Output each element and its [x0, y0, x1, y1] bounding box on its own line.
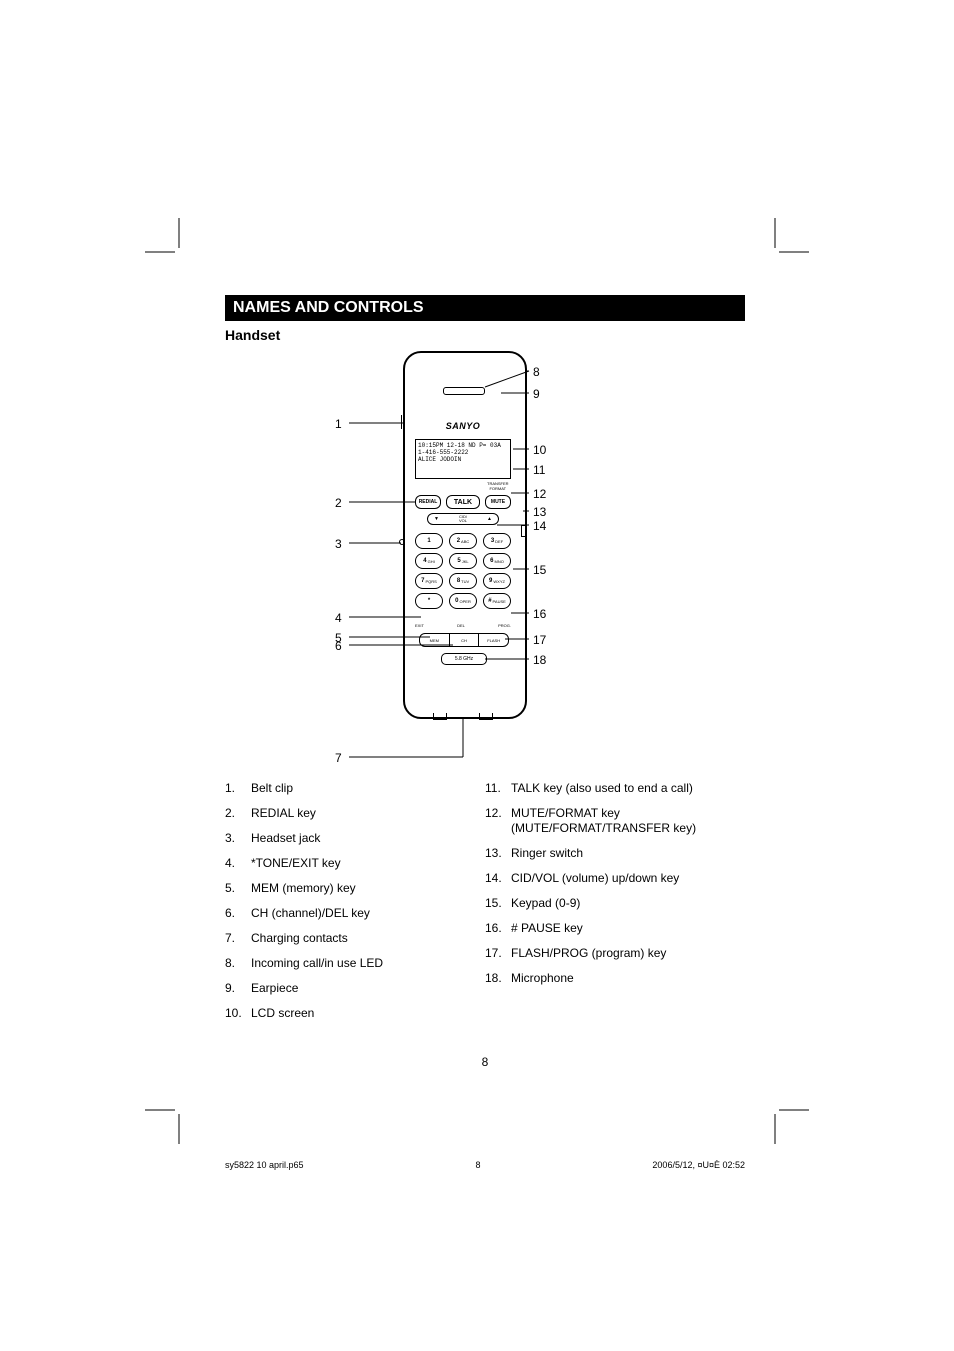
- list-item: 2.REDIAL key: [225, 806, 485, 821]
- list-item: 17.FLASH/PROG (program) key: [485, 946, 745, 961]
- led-slot: [443, 387, 485, 395]
- list-item: 13.Ringer switch: [485, 846, 745, 861]
- footer: sy5822 10 april.p65 8 2006/5/12, ¤U¤È 02…: [225, 1160, 745, 1170]
- key-3[interactable]: 3DEF: [483, 533, 511, 549]
- vol-down[interactable]: ▼: [434, 516, 439, 522]
- list-item: 10.LCD screen: [225, 1006, 485, 1021]
- headset-jack: [399, 539, 405, 545]
- callout-16: 16: [533, 607, 546, 621]
- key-5[interactable]: 5JKL: [449, 553, 477, 569]
- key-8[interactable]: 8TUV: [449, 573, 477, 589]
- callout-1: 1: [335, 417, 342, 431]
- list-item: 3.Headset jack: [225, 831, 485, 846]
- callout-12: 12: [533, 487, 546, 501]
- mem-button[interactable]: MEM: [420, 634, 450, 646]
- callout-15: 15: [533, 563, 546, 577]
- footer-page: 8: [475, 1160, 480, 1170]
- list-left: 1.Belt clip 2.REDIAL key 3.Headset jack 4.*…: [225, 781, 485, 1031]
- callout-4: 4: [335, 611, 342, 625]
- list-item: 6.CH (channel)/DEL key: [225, 906, 485, 921]
- key-2[interactable]: 2ABC: [449, 533, 477, 549]
- page-number: 8: [225, 1055, 745, 1069]
- list-item: 16.# PAUSE key: [485, 921, 745, 936]
- flash-button[interactable]: FLASH: [479, 634, 508, 646]
- callout-13: 13: [533, 505, 546, 519]
- section-title: NAMES AND CONTROLS: [225, 295, 745, 321]
- list-item: 8.Incoming call/in use LED: [225, 956, 485, 971]
- list-item: 5.MEM (memory) key: [225, 881, 485, 896]
- mute-button[interactable]: MUTE: [485, 495, 511, 509]
- list-item: 15.Keypad (0-9): [485, 896, 745, 911]
- under-labels: EXIT DEL PROG.: [415, 623, 511, 628]
- key-*[interactable]: *: [415, 593, 443, 609]
- footer-file: sy5822 10 april.p65: [225, 1160, 304, 1170]
- callout-2: 2: [335, 496, 342, 510]
- footer-date: 2006/5/12, ¤U¤È 02:52: [652, 1160, 745, 1170]
- key-6[interactable]: 6MNO: [483, 553, 511, 569]
- vol-up[interactable]: ▲: [487, 516, 492, 522]
- list-item: 14.CID/VOL (volume) up/down key: [485, 871, 745, 886]
- callout-11: 11: [533, 463, 545, 477]
- key-1[interactable]: 1: [415, 533, 443, 549]
- callout-6: 6: [335, 639, 342, 653]
- list-item: 12.MUTE/FORMAT key(MUTE/FORMAT/TRANSFER …: [485, 806, 745, 836]
- talk-button[interactable]: TALK: [446, 495, 480, 509]
- function-row[interactable]: MEM CH FLASH: [419, 633, 509, 647]
- lcd-screen: 10:15PM 12-18 ND P= 03A 1-416-555-2222 A…: [415, 439, 511, 479]
- list-item: 18.Microphone: [485, 971, 745, 986]
- callout-17: 17: [533, 633, 546, 647]
- redial-button[interactable]: REDIAL: [415, 495, 441, 509]
- list-item: 1.Belt clip: [225, 781, 485, 796]
- list-item: 7.Charging contacts: [225, 931, 485, 946]
- ringer-switch[interactable]: [521, 525, 526, 537]
- list-right: 11.TALK key (also used to end a call) 12.…: [485, 781, 745, 1031]
- transfer-label: TRANSFERFORMAT: [487, 481, 509, 491]
- lcd-line3: ALICE JODOIN: [418, 456, 508, 463]
- vol-label: CID/VOL: [459, 515, 467, 523]
- handset-diagram: SANYO 10:15PM 12-18 ND P= 03A 1-416-555-…: [225, 347, 745, 767]
- phone: SANYO 10:15PM 12-18 ND P= 03A 1-416-555-…: [403, 351, 523, 731]
- volume-rocker[interactable]: ▼ CID/VOL ▲: [427, 513, 499, 525]
- lcd-line1: 10:15PM 12-18 ND P= 03A: [418, 442, 508, 449]
- brand: SANYO: [403, 421, 523, 431]
- list-item: 9.Earpiece: [225, 981, 485, 996]
- callout-7: 7: [335, 751, 342, 765]
- key-4[interactable]: 4GHI: [415, 553, 443, 569]
- keypad[interactable]: 1 2ABC 3DEF 4GHI 5JKL 6MNO 7PQRS 8TUV 9WXYZ * 0OPE…: [415, 533, 511, 613]
- list-item: 11.TALK key (also used to end a call): [485, 781, 745, 796]
- callout-10: 10: [533, 443, 546, 457]
- key-#[interactable]: #PAUSE: [483, 593, 511, 609]
- callout-3: 3: [335, 537, 342, 551]
- callout-14: 14: [533, 519, 546, 533]
- key-7[interactable]: 7PQRS: [415, 573, 443, 589]
- callout-18: 18: [533, 653, 546, 667]
- list-item: 4.*TONE/EXIT key: [225, 856, 485, 871]
- ch-button[interactable]: CH: [450, 634, 480, 646]
- freq-badge: 5.8 GHz: [441, 653, 487, 665]
- charging-contacts: [433, 713, 493, 721]
- key-9[interactable]: 9WXYZ: [483, 573, 511, 589]
- belt-clip: [401, 415, 406, 429]
- subtitle: Handset: [225, 327, 745, 343]
- key-0[interactable]: 0OPER: [449, 593, 477, 609]
- lcd-line2: 1-416-555-2222: [418, 449, 508, 456]
- callout-8: 8: [533, 365, 540, 379]
- callout-9: 9: [533, 387, 540, 401]
